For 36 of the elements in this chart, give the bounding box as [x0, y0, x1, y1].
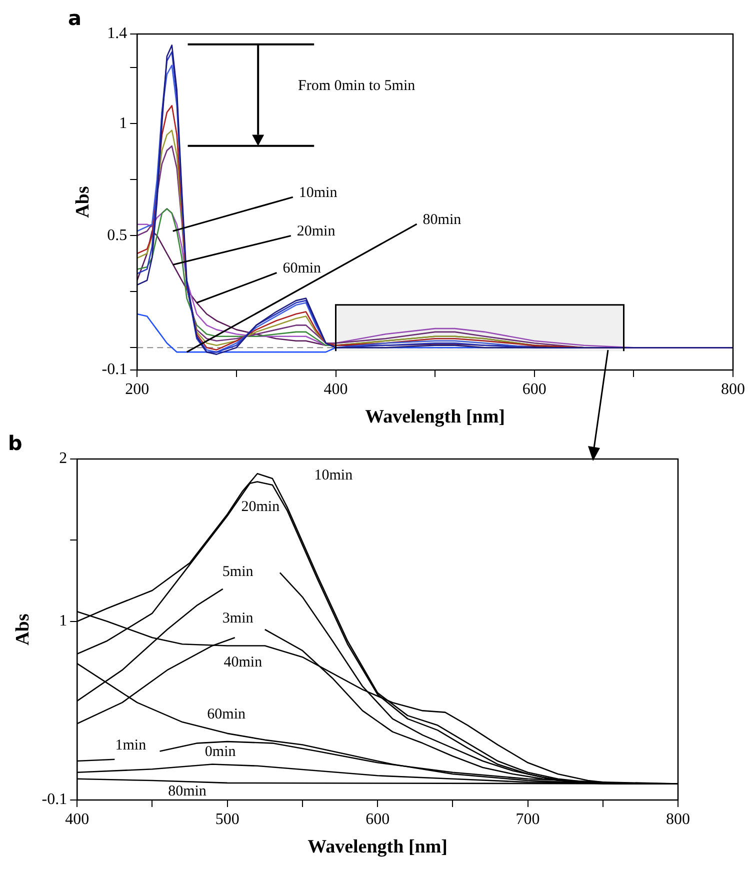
- annotation: 60min: [282, 260, 322, 277]
- annotation: 80min: [422, 212, 462, 228]
- x-tick-label: 700: [516, 810, 540, 828]
- x-tick-label: 500: [215, 810, 240, 828]
- y-tick-label: 1: [119, 114, 128, 132]
- annotation: 10min: [314, 468, 354, 484]
- x-axis-title: Wavelength [nm]: [365, 406, 505, 428]
- y-tick-label: 2: [59, 450, 68, 468]
- chart-title: a: [68, 6, 82, 30]
- annotation: 60min: [207, 706, 246, 722]
- x-tick-label: 200: [125, 380, 150, 398]
- x-tick-label: 400: [324, 380, 348, 398]
- y-tick-label: -0.1: [42, 791, 68, 808]
- y-tick-label: -0.1: [102, 361, 128, 378]
- x-axis-title: Wavelength [nm]: [308, 836, 448, 858]
- y-axis-title: Abs: [72, 186, 94, 218]
- annotation: 0min: [204, 744, 236, 760]
- annotation: 3min: [222, 610, 254, 627]
- y-tick-label: 0.5: [107, 226, 128, 244]
- annotation: 80min: [168, 783, 207, 800]
- y-axis-title: Abs: [12, 614, 34, 646]
- x-tick-label: 800: [721, 380, 745, 398]
- annotation: 20min: [241, 498, 280, 515]
- y-tick-label: 1.4: [107, 25, 128, 42]
- annotation: From 0min to 5min: [298, 78, 416, 94]
- x-tick-label: 600: [366, 810, 390, 828]
- x-tick-label: 800: [666, 810, 690, 828]
- annotation: 1min: [115, 737, 147, 754]
- annotation: 20min: [296, 224, 336, 240]
- annotation: 5min: [222, 564, 254, 580]
- x-tick-label: 400: [65, 810, 90, 828]
- y-tick-label: 1: [59, 612, 68, 630]
- chart-title: b: [8, 431, 22, 456]
- annotation: 10min: [298, 185, 338, 202]
- annotation: 40min: [224, 654, 263, 671]
- x-tick-label: 600: [522, 380, 546, 398]
